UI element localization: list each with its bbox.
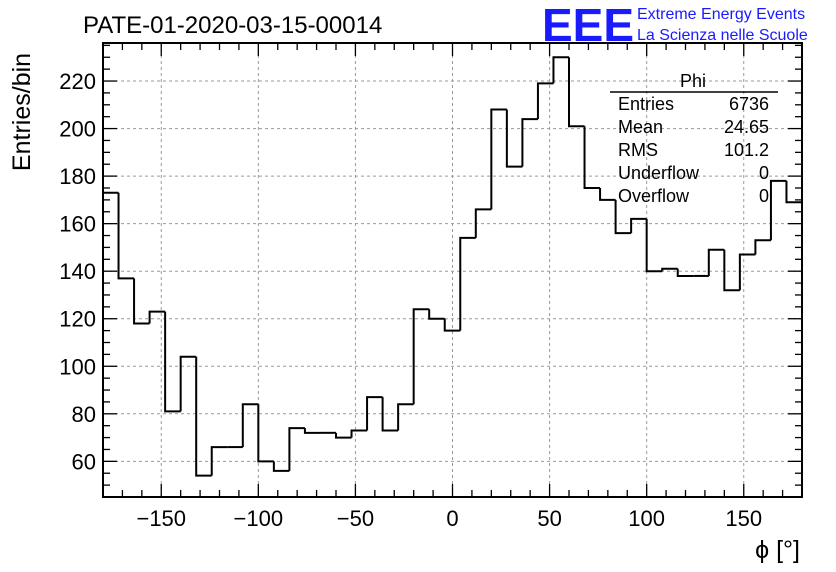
stats-label-rms: RMS — [618, 140, 658, 160]
stats-label-underflow: Underflow — [618, 163, 700, 183]
hist-bin-13 — [303, 428, 321, 434]
hist-bin-24 — [474, 208, 492, 238]
stats-value-underflow: 0 — [759, 163, 769, 183]
y-tick-label-6: 180 — [59, 164, 96, 189]
stats-label-entries: Entries — [618, 94, 674, 114]
y-axis-label: Entries/bin — [8, 53, 36, 171]
hist-bin-17 — [366, 396, 383, 431]
y-tick-label-0: 60 — [72, 449, 96, 474]
hist-bin-11 — [272, 461, 290, 472]
hist-bin-1 — [117, 192, 135, 280]
x-tick-label-0: −150 — [136, 506, 186, 531]
x-tick-label-1: −100 — [234, 506, 284, 531]
stats-box: Phi Entries 6736 Mean 24.65 RMS 101.2 Underflo… — [610, 71, 778, 206]
hist-bin-2 — [133, 278, 150, 325]
hist-bin-42 — [754, 239, 771, 255]
hist-bin-19 — [397, 403, 414, 431]
y-tick-label-1: 80 — [72, 402, 96, 427]
x-tick-label-5: 100 — [628, 506, 665, 531]
hist-bin-29 — [552, 56, 569, 84]
stats-value-overflow: 0 — [759, 186, 769, 206]
stats-value-rms: 101.2 — [724, 140, 769, 160]
hist-bin-12 — [288, 427, 305, 471]
hist-bin-35 — [645, 218, 663, 273]
eee-logo-mark: EEE — [542, 0, 634, 51]
stats-label-overflow: Overflow — [618, 186, 690, 206]
hist-bin-5 — [179, 355, 197, 412]
eee-logo-line1: Extreme Energy Events — [637, 6, 805, 23]
stats-value-mean: 24.65 — [724, 117, 769, 137]
hist-bin-30 — [568, 57, 585, 128]
grid-layer — [103, 43, 802, 497]
hist-bin-22 — [443, 318, 461, 332]
stats-value-entries: 6736 — [729, 94, 769, 114]
x-tick-label-3: 0 — [446, 506, 458, 531]
stats-box-title: Phi — [680, 71, 706, 91]
stats-label-mean: Mean — [618, 117, 663, 137]
x-tick-labels: −150 −100 −50 0 50 100 150 — [136, 506, 762, 531]
hist-bin-15 — [335, 432, 352, 439]
hist-bin-31 — [583, 126, 601, 189]
hist-bin-41 — [738, 253, 756, 291]
x-tick-label-4: 50 — [537, 506, 561, 531]
x-axis-label: ϕ [°] — [755, 536, 800, 564]
hist-bin-18 — [381, 397, 399, 432]
hist-bin-10 — [257, 404, 274, 463]
histogram-layer — [103, 56, 803, 497]
y-tick-label-4: 140 — [59, 259, 96, 284]
chart-title: PATE-01-2020-03-15-00014 — [83, 12, 382, 39]
hist-bin-6 — [195, 356, 212, 477]
hist-bin-39 — [707, 248, 725, 276]
x-tick-label-2: −50 — [337, 506, 374, 531]
hist-bin-40 — [723, 249, 740, 292]
y-tick-labels: 60 80 100 120 140 160 180 200 220 — [59, 69, 96, 474]
stats-rows: Entries 6736 Mean 24.65 RMS 101.2 Underflow 0 Ov… — [618, 94, 769, 206]
hist-bin-37 — [676, 268, 694, 277]
hist-bin-32 — [599, 187, 616, 201]
y-tick-label-2: 100 — [59, 354, 96, 379]
axis-ticks — [102, 43, 803, 497]
hist-bin-7 — [210, 446, 228, 476]
eee-logo: EEE Extreme Energy Events La Scienza nel… — [542, 0, 808, 51]
hist-bin-36 — [661, 267, 678, 272]
y-tick-label-7: 200 — [59, 117, 96, 142]
eee-logo-line2: La Scienza nelle Scuole — [637, 27, 808, 44]
x-tick-label-6: 150 — [725, 506, 762, 531]
hist-bin-26 — [505, 109, 523, 168]
hist-bin-28 — [536, 82, 554, 120]
hist-bin-43 — [769, 179, 787, 241]
y-tick-label-3: 120 — [59, 307, 96, 332]
hist-bin-9 — [241, 403, 259, 448]
hist-bin-3 — [148, 310, 166, 324]
y-tick-label-8: 220 — [59, 69, 96, 94]
hist-bin-34 — [630, 217, 647, 234]
y-tick-label-5: 160 — [59, 212, 96, 237]
hist-bin-20 — [412, 308, 430, 405]
hist-bin-4 — [164, 311, 181, 413]
hist-bin-33 — [614, 199, 632, 235]
hist-bin-16 — [350, 429, 368, 438]
hist-bin-27 — [521, 118, 538, 167]
hist-bin-21 — [428, 309, 445, 320]
hist-bin-44 — [785, 180, 802, 204]
hist-bin-23 — [459, 236, 476, 331]
hist-bin-25 — [490, 108, 507, 210]
